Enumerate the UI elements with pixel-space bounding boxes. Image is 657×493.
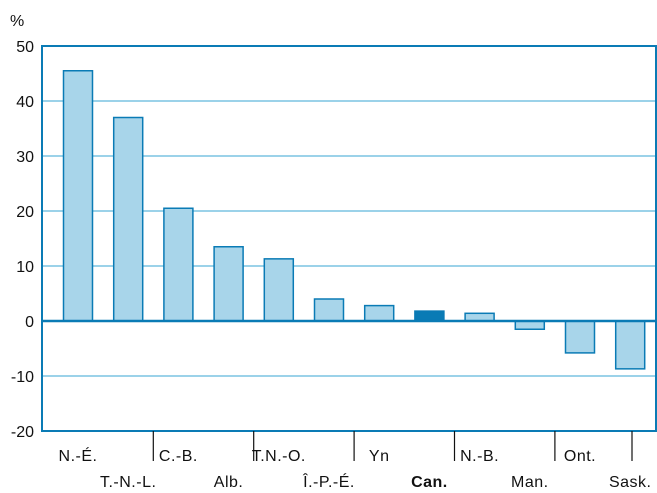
x-tick-label-10: Ont. (564, 448, 596, 465)
x-tick-label-2: C.-B. (159, 448, 198, 465)
bar-6 (363, 304, 395, 322)
axes (41, 45, 657, 432)
bar-7 (414, 310, 445, 322)
bar-4 (263, 258, 295, 322)
y-tick-label-7: -20 (11, 424, 34, 441)
y-tick-label-3: 20 (16, 204, 34, 221)
y-tick-label-4: 10 (16, 259, 34, 276)
bar-2 (163, 207, 194, 322)
y-tick-label-0: 50 (16, 39, 34, 56)
y-tick-labels: 50 40 30 20 10 0 -10 -20 (11, 39, 34, 441)
plot-frame (41, 45, 657, 432)
bar-3 (213, 246, 244, 322)
y-tick-label-6: -10 (11, 369, 34, 386)
x-tick-label-8: N.-B. (460, 448, 499, 465)
x-tick-label-4: T.N.-O. (252, 448, 306, 465)
x-tick-labels: N.-É.T.-N.-L.C.-B. Alb. T.N.-O. Î.-P.-É. Yn C… (59, 431, 652, 491)
bar-5 (313, 298, 345, 322)
y-tick-label-1: 40 (16, 94, 34, 111)
y-tick-label-2: 30 (16, 149, 34, 166)
x-tick-label-3: Alb. (214, 474, 244, 491)
x-tick-label-1: T.-N.-L. (100, 474, 156, 491)
y-tick-label-5: 0 (25, 314, 34, 331)
x-tick-label-9: Man. (511, 474, 549, 491)
x-tick-label-6: Yn (369, 448, 390, 465)
x-tick-label-7: Can. (411, 474, 448, 491)
grid-lines (42, 100, 657, 377)
x-tick-label-5: Î.-P.-É. (302, 472, 355, 491)
x-tick-label-11: Sask. (609, 474, 652, 491)
y-unit-label: % (10, 13, 24, 30)
bar-10 (564, 320, 596, 354)
bar-1 (112, 116, 144, 322)
bar-0 (62, 70, 94, 322)
x-tick-label-0: N.-É. (59, 446, 98, 465)
bar-11 (614, 320, 646, 370)
bars (62, 70, 646, 370)
